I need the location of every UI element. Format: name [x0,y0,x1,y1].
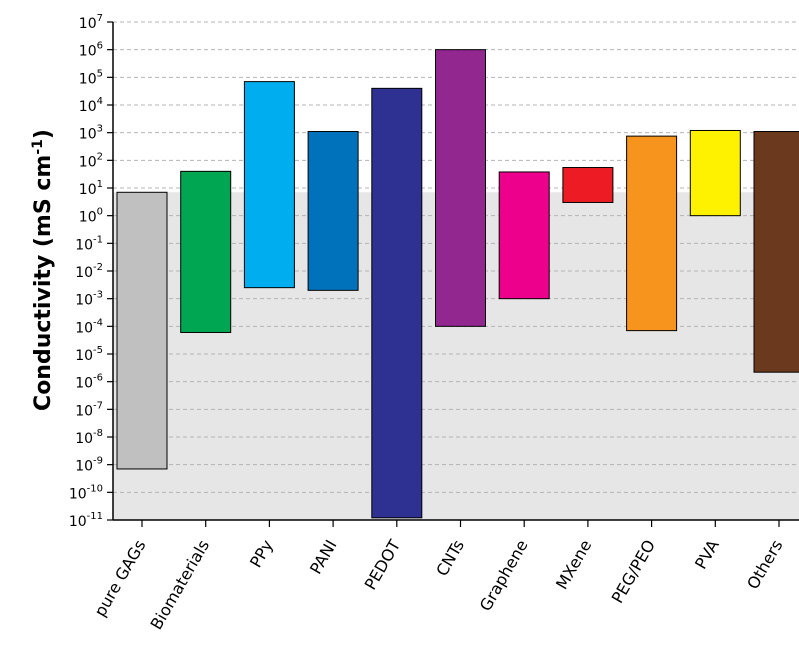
x-tick-label: Biomaterials [147,537,214,633]
x-tick-label: PPy [246,537,277,571]
bar-cnts [436,50,486,327]
x-tick-label: PANI [306,537,341,578]
bar-pani [308,132,358,291]
x-tick-label: Graphene [476,537,532,615]
y-ticks: 10-11 10-10 10-9 10-8 10-7 10-6 10-5 10-4 10-3 10… [69,13,113,530]
y-tick-label: 10-5 [75,345,103,364]
y-tick-label: 101 [79,179,103,198]
y-tick-label: 10-11 [69,511,103,530]
y-tick-label: 10-4 [75,317,103,336]
y-tick-label: 100 [79,207,103,226]
bar-others [754,132,799,373]
y-tick-label: 106 [79,41,103,60]
x-tick-label: PEDOT [361,536,405,593]
y-tick-label: 104 [79,96,103,115]
y-tick-label: 10-3 [75,290,103,309]
x-tick-label: pure GAGs [90,537,149,620]
y-tick-label: 10-6 [75,373,103,392]
y-axis-label: Conductivity (mS cm-1) [30,129,56,411]
bar-pva [690,130,740,215]
y-tick-label: 10-2 [75,262,103,281]
bar-graphene [499,172,549,299]
y-tick-label: 102 [79,151,103,170]
y-tick-label: 103 [79,124,103,143]
y-tick-label: 10-10 [69,483,103,502]
bar-peg-peo [627,136,677,330]
bar-pedot [372,88,422,517]
y-tick-label: 107 [79,13,103,32]
y-tick-label: 10-7 [75,400,103,419]
y-tick-label: 10-8 [75,428,103,447]
x-tick-label: PVA [691,536,723,572]
bar-ppy [244,82,294,288]
x-tick-label: PEG/PEO [608,537,659,607]
y-tick-label: 10-1 [75,234,103,253]
bar-biomaterials [181,171,231,332]
bar-pure-gags [117,192,167,469]
x-tick-label: CNTs [432,537,468,580]
x-tick-label: Others [743,537,786,593]
y-tick-label: 10-9 [75,456,103,475]
x-tick-label: MXene [552,537,595,593]
y-tick-label: 105 [79,68,103,87]
bar-mxene [563,168,613,203]
